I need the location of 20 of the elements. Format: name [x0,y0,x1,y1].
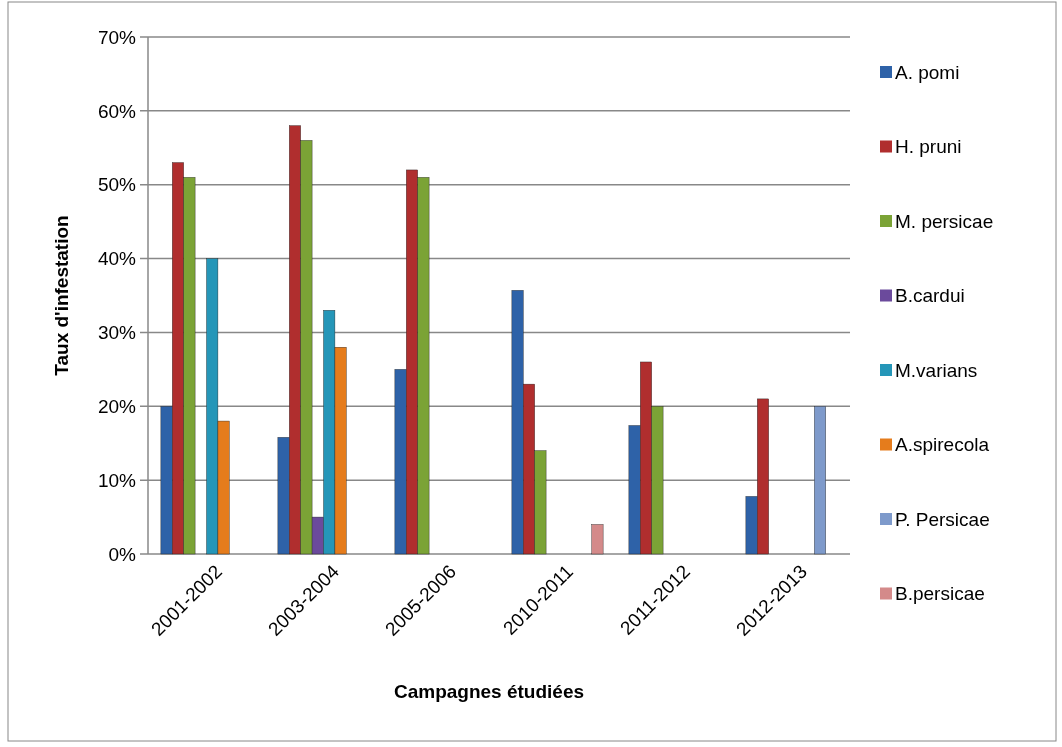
legend-label: A. pomi [895,61,960,83]
y-tick-label: 30% [97,322,137,344]
y-tick-label: 60% [97,100,137,122]
legend-label: M.varians [895,359,978,381]
legend-label: B.persicae [895,583,985,605]
y-tick-label: 70% [97,26,137,48]
bar [814,406,826,555]
legend-label: M. persicae [895,210,994,232]
y-axis-title: Taux d'infestation [51,215,72,376]
legend-label: A.spirecola [895,434,990,456]
x-axis-title: Campagnes étudiées [393,681,585,702]
bar [591,524,604,555]
y-tick-label: 50% [97,174,137,196]
y-tick-label: 10% [97,469,137,491]
y-tick-label: 20% [97,395,137,417]
y-tick-label: 0% [108,543,137,565]
legend-label: H. pruni [895,136,962,158]
legend-label: P. Persicae [895,508,990,530]
legend-label: B.cardui [895,285,965,307]
y-tick-label: 40% [97,248,137,270]
